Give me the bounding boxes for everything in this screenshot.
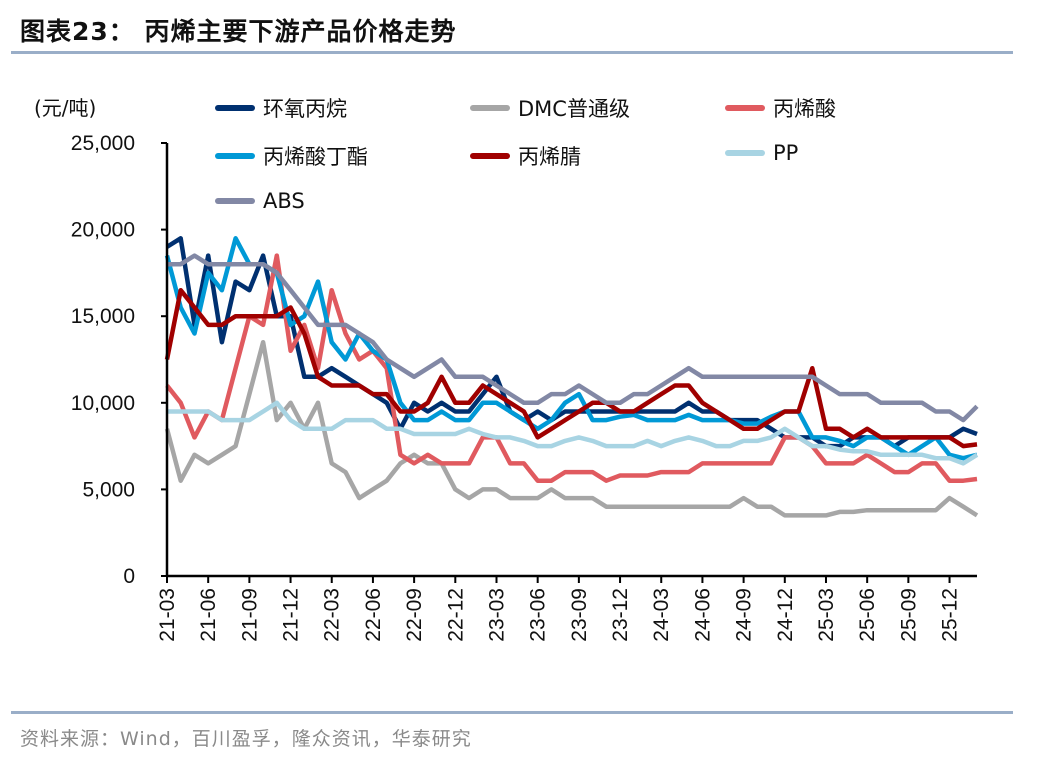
x-tick-label: 21-09	[238, 588, 261, 642]
legend-item: PP	[725, 141, 798, 165]
x-tick-label: 22-03	[321, 588, 344, 642]
y-tick-label: 20,000	[71, 219, 135, 242]
legend-item: 环氧丙烷	[215, 93, 347, 123]
legend-label: 丙烯酸丁酯	[263, 145, 368, 169]
x-tick-label: 23-03	[485, 588, 508, 642]
x-tick-label: 23-09	[568, 588, 591, 642]
x-tick-label: 24-06	[691, 588, 714, 642]
series-line-0	[165, 236, 978, 449]
x-tick-label: 25-03	[815, 588, 838, 642]
legend-swatch	[215, 153, 255, 159]
x-tick-label: 22-06	[362, 588, 385, 642]
series-line-5	[167, 400, 979, 466]
x-tick-label: 23-06	[527, 588, 550, 642]
x-tick-label: 22-12	[444, 588, 467, 642]
legend-swatch	[725, 150, 765, 156]
legend-label: 丙烯酸	[773, 97, 836, 121]
legend-label: DMC普通级	[518, 97, 630, 121]
legend-swatch	[215, 105, 255, 111]
y-tick-label: 10,000	[71, 392, 135, 415]
legend-swatch	[470, 105, 510, 111]
legend-item: ABS	[215, 189, 305, 213]
x-tick-label: 25-12	[939, 588, 962, 642]
series-line-1	[164, 339, 979, 518]
title-divider	[11, 51, 1013, 54]
legend-item: 丙烯腈	[470, 141, 581, 171]
legend-label: ABS	[263, 189, 305, 213]
x-tick-label: 25-06	[856, 588, 879, 642]
y-axis-unit-label: (元/吨)	[34, 96, 97, 120]
x-tick-label: 24-12	[774, 588, 797, 642]
y-tick-label: 25,000	[71, 132, 135, 155]
x-tick-label: 21-06	[197, 588, 220, 642]
y-tick-label: 15,000	[71, 305, 135, 328]
legend-swatch	[470, 153, 510, 159]
x-tick-label: 21-03	[156, 588, 179, 642]
footer-divider	[11, 711, 1013, 714]
legend-item: 丙烯酸	[725, 93, 836, 123]
legend-swatch	[215, 198, 255, 204]
y-tick-label: 0	[123, 565, 135, 588]
x-tick-label: 24-03	[650, 588, 673, 642]
series-line-3	[164, 236, 978, 461]
x-tick-label: 22-09	[403, 588, 426, 642]
x-tick-label: 25-09	[897, 588, 920, 642]
x-tick-label: 24-09	[733, 588, 756, 642]
series-line-4	[164, 287, 978, 449]
legend-label: 丙烯腈	[518, 145, 581, 169]
x-tick-label: 21-12	[280, 588, 303, 642]
x-tick-label: 23-12	[609, 588, 632, 642]
y-tick-label: 5,000	[82, 478, 135, 501]
legend-swatch	[725, 105, 765, 111]
legend-label: 环氧丙烷	[263, 97, 347, 121]
legend-item: DMC普通级	[470, 93, 630, 123]
figure-title: 图表23： 丙烯主要下游产品价格走势	[20, 17, 457, 46]
legend-item: 丙烯酸丁酯	[215, 141, 368, 171]
source-note: 资料来源：Wind，百川盈孚，隆众资讯，华泰研究	[20, 728, 472, 750]
series-line-6	[167, 253, 979, 423]
legend-label: PP	[773, 141, 799, 165]
